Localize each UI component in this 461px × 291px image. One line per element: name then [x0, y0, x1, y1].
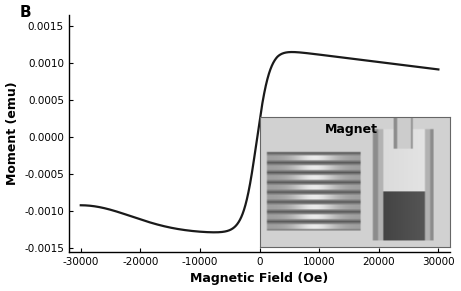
Text: B: B: [19, 5, 31, 20]
Y-axis label: Moment (emu): Moment (emu): [6, 81, 18, 185]
X-axis label: Magnetic Field (Oe): Magnetic Field (Oe): [190, 272, 329, 285]
